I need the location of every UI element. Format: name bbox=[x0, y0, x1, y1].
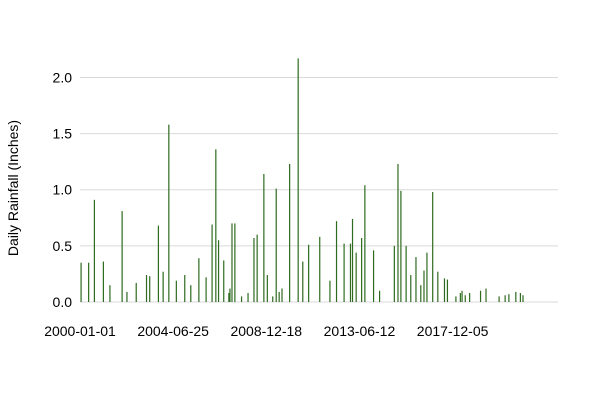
rainfall-bar bbox=[157, 225, 160, 302]
rainfall-bar bbox=[253, 238, 255, 302]
x-tick-label: 2008-12-18 bbox=[230, 323, 302, 339]
rainfall-bar bbox=[423, 270, 425, 302]
y-tick-label: 2.0 bbox=[53, 69, 73, 85]
rainfall-bar bbox=[361, 238, 363, 302]
rainfall-bar bbox=[234, 223, 236, 302]
rainfall-bar bbox=[229, 288, 231, 302]
rainfall-bar bbox=[93, 199, 95, 302]
x-axis-ticks: 2000-01-01 2004-06-25 2008-12-18 2013-06-12… bbox=[44, 323, 488, 339]
rainfall-bar bbox=[109, 285, 111, 302]
rainfall-bar bbox=[205, 277, 207, 302]
rainfall-bar bbox=[522, 295, 524, 302]
rainfall-bar bbox=[135, 282, 137, 302]
rainfall-bar bbox=[88, 262, 90, 302]
grid-lines bbox=[80, 76, 558, 303]
rainfall-bar bbox=[231, 223, 233, 302]
rainfall-bar bbox=[149, 276, 151, 302]
rainfall-bar bbox=[446, 279, 449, 302]
rainfall-bar bbox=[351, 218, 354, 302]
rainfall-bar bbox=[459, 293, 461, 302]
rainfall-bar bbox=[297, 58, 299, 303]
rainfall-bar bbox=[175, 280, 177, 302]
x-tick-label: 2017-12-05 bbox=[417, 323, 489, 339]
rainfall-bar bbox=[240, 296, 243, 302]
rainfall-bar bbox=[228, 293, 230, 302]
rainfall-bar bbox=[217, 240, 220, 302]
rainfall-bar bbox=[437, 271, 439, 302]
rainfall-bar bbox=[443, 278, 446, 302]
rainfall-bar bbox=[263, 174, 265, 302]
rainfall-bar bbox=[432, 191, 434, 302]
rainfall-bar bbox=[405, 245, 407, 302]
rainfall-bar bbox=[464, 295, 466, 302]
rainfall-bar bbox=[80, 262, 82, 302]
y-tick-label: 0.5 bbox=[53, 238, 73, 254]
rainfall-bar bbox=[349, 243, 352, 302]
rainfall-bar bbox=[343, 243, 345, 302]
rainfall-bar bbox=[372, 250, 375, 302]
rainfall-bar bbox=[508, 294, 510, 302]
rainfall-bar bbox=[455, 296, 457, 302]
rainfall-bar bbox=[145, 275, 148, 302]
y-axis-ticks: 0.0 0.5 1.0 1.5 2.0 bbox=[53, 69, 73, 310]
rainfall-bar bbox=[281, 288, 283, 302]
rainfall-bar bbox=[302, 261, 304, 302]
rainfall-bar bbox=[469, 293, 471, 302]
rainfall-bar bbox=[410, 275, 412, 302]
rainfall-bar bbox=[121, 211, 123, 302]
rainfall-bar bbox=[504, 295, 506, 302]
rainfall-bar bbox=[184, 275, 186, 302]
rainfall-bar bbox=[168, 124, 170, 302]
rainfall-bar bbox=[278, 291, 280, 302]
x-tick-label: 2004-06-25 bbox=[137, 323, 209, 339]
rainfall-bar bbox=[211, 224, 213, 302]
rainfall-bar bbox=[266, 275, 268, 302]
rainfall-bar bbox=[190, 285, 192, 302]
rainfall-bar bbox=[379, 290, 381, 302]
rainfall-bar bbox=[275, 188, 277, 302]
rainfall-bar bbox=[355, 252, 357, 302]
rainfall-bar bbox=[215, 149, 217, 302]
rainfall-bar bbox=[420, 285, 422, 302]
rainfall-bar bbox=[272, 296, 274, 302]
rainfall-bar bbox=[415, 257, 417, 302]
rainfall-bar bbox=[479, 290, 482, 302]
rainfall-bar bbox=[329, 280, 331, 302]
rainfall-bar bbox=[364, 185, 366, 302]
rainfall-bar bbox=[308, 244, 310, 302]
bar-series bbox=[80, 58, 524, 303]
rainfall-bar bbox=[335, 221, 338, 302]
rainfall-bar bbox=[162, 271, 164, 302]
rainfall-bar bbox=[126, 291, 128, 302]
y-tick-label: 0.0 bbox=[53, 294, 73, 310]
rainfall-bar bbox=[102, 261, 104, 302]
rainfall-bar bbox=[426, 252, 428, 302]
rainfall-bar bbox=[247, 293, 249, 302]
rainfall-bar bbox=[319, 236, 321, 302]
x-tick-label: 2000-01-01 bbox=[44, 323, 116, 339]
y-tick-label: 1.0 bbox=[53, 182, 73, 198]
rainfall-bar bbox=[515, 291, 517, 302]
rainfall-bar bbox=[397, 163, 399, 302]
rainfall-bar bbox=[289, 163, 291, 302]
rainfall-bar bbox=[461, 290, 463, 302]
rainfall-bar bbox=[223, 260, 225, 302]
rainfall-bar bbox=[485, 288, 487, 302]
x-tick-label: 2013-06-12 bbox=[324, 323, 396, 339]
rainfall-bar bbox=[400, 190, 402, 302]
rainfall-bar bbox=[519, 293, 521, 302]
rainfall-bar bbox=[256, 234, 258, 302]
rainfall-bar bbox=[393, 245, 395, 302]
rainfall-bar bbox=[498, 296, 500, 302]
rainfall-bar bbox=[198, 258, 200, 302]
y-tick-label: 1.5 bbox=[53, 126, 73, 142]
y-axis-title: Daily Rainfall (Inches) bbox=[5, 120, 21, 256]
